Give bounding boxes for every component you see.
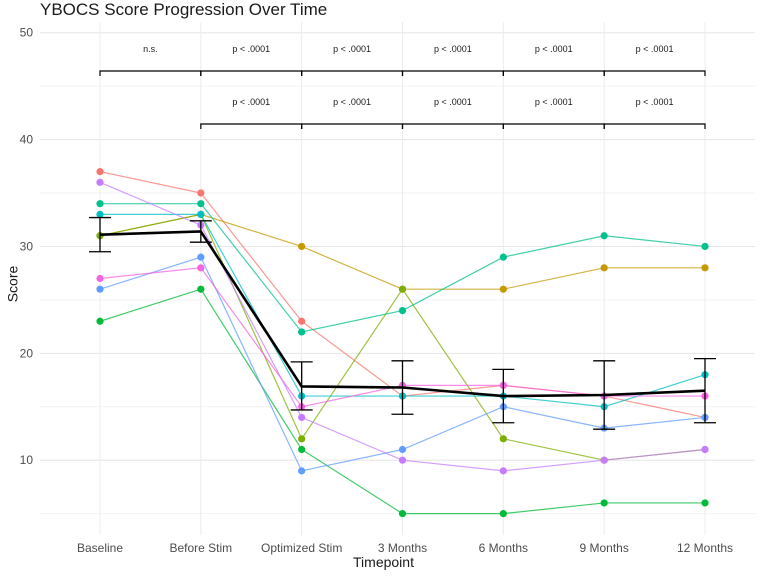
data-point	[398, 456, 407, 464]
data-point	[499, 510, 507, 518]
data-point	[197, 210, 205, 218]
data-point	[96, 168, 104, 176]
data-point	[197, 285, 205, 293]
significance-bracket	[301, 123, 404, 129]
significance-label: p < .0001	[535, 97, 573, 107]
data-point	[600, 456, 608, 464]
significance-label: p < .0001	[333, 97, 371, 107]
data-point	[298, 242, 306, 251]
significance-label: p < .0001	[636, 97, 674, 107]
x-tick-label: 12 Months	[677, 541, 733, 555]
y-tick-label: 40	[20, 133, 34, 147]
chart-title: YBOCS Score Progression Over Time	[40, 0, 328, 19]
data-point	[96, 200, 104, 208]
significance-bracket	[502, 70, 605, 76]
data-point	[298, 467, 306, 475]
data-point	[298, 317, 306, 325]
data-point	[197, 189, 205, 197]
significance-bracket	[200, 123, 303, 129]
significance-bracket	[301, 70, 404, 76]
data-point	[197, 264, 205, 272]
y-tick-label: 20	[20, 346, 34, 360]
significance-label: p < .0001	[232, 97, 270, 107]
significance-label: p < .0001	[232, 44, 270, 54]
mean-line	[99, 230, 706, 398]
data-point	[701, 445, 709, 454]
significance-bracket	[99, 70, 202, 76]
data-point	[398, 445, 407, 454]
data-point	[600, 232, 608, 240]
significance-bracket	[603, 123, 706, 129]
data-point	[96, 285, 104, 293]
x-tick-label: 6 Months	[479, 541, 528, 555]
data-point	[197, 253, 205, 261]
y-tick-label: 50	[20, 26, 34, 40]
x-tick-label: 3 Months	[378, 541, 427, 555]
data-point	[398, 285, 407, 293]
data-point	[298, 435, 306, 443]
data-point	[499, 285, 507, 293]
data-point	[600, 499, 608, 507]
significance-label: p < .0001	[434, 97, 472, 107]
data-point	[600, 264, 608, 272]
x-tick-label: Optimized Stim	[261, 541, 342, 555]
significance-bracket	[502, 123, 605, 129]
data-point	[298, 413, 306, 422]
significance-bracket	[200, 70, 303, 76]
data-point	[398, 510, 407, 518]
significance-label: p < .0001	[333, 44, 371, 54]
x-tick-label: Before Stim	[169, 541, 232, 555]
x-axis-label: Timepoint	[353, 554, 414, 570]
y-axis-label: Score	[4, 265, 21, 303]
data-point	[96, 317, 104, 325]
significance-bracket	[401, 123, 504, 129]
data-point	[499, 435, 507, 443]
significance-label: n.s.	[143, 44, 158, 54]
data-point	[96, 274, 104, 283]
x-tick-label: Baseline	[77, 541, 123, 555]
data-point	[398, 306, 407, 315]
y-tick-label: 30	[20, 239, 34, 253]
significance-label: p < .0001	[535, 44, 573, 54]
data-point	[298, 445, 306, 454]
significance-label: p < .0001	[434, 44, 472, 54]
significance-bracket	[603, 70, 706, 76]
data-point	[298, 328, 306, 336]
y-tick-label: 10	[20, 453, 34, 467]
data-point	[701, 499, 709, 507]
significance-label: p < .0001	[636, 44, 674, 54]
data-point	[701, 264, 709, 272]
data-point	[96, 178, 104, 186]
data-point	[499, 253, 507, 261]
data-point	[197, 200, 205, 208]
x-tick-label: 9 Months	[579, 541, 628, 555]
data-point	[701, 242, 709, 251]
data-point	[96, 210, 104, 218]
data-point	[499, 467, 507, 475]
significance-bracket	[401, 70, 504, 76]
